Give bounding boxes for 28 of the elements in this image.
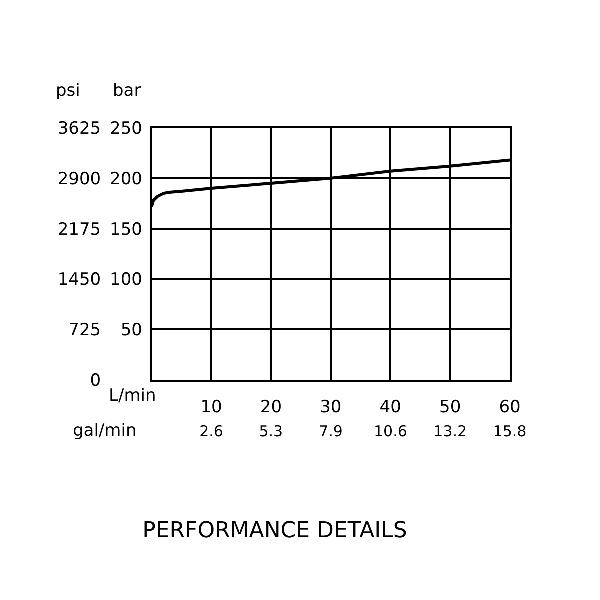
y-tick-label: 50 xyxy=(120,320,142,341)
y2-tick-label: 1450 xyxy=(58,270,102,290)
x-axis-title: L/min xyxy=(109,386,156,406)
y2-tick-label: 0 xyxy=(90,371,102,392)
x-tick-label: 30 xyxy=(320,398,342,418)
y-tick-label: 200 xyxy=(110,169,142,190)
y2-axis-title: psi xyxy=(56,81,80,101)
x-tick-label: 10 xyxy=(200,398,222,418)
y2-tick-label: 2175 xyxy=(58,220,102,240)
x-tick-label: 50 xyxy=(439,398,462,418)
x2-axis-title: gal/min xyxy=(73,421,137,441)
y-tick-label: 100 xyxy=(110,270,142,290)
x2-tick-label: 15.8 xyxy=(493,422,527,441)
x2-tick-label: 7.9 xyxy=(319,422,343,441)
y2-tick-label: 725 xyxy=(68,320,102,341)
x2-tick-label: 13.2 xyxy=(434,422,468,441)
x-tick-label: 40 xyxy=(380,398,402,418)
y2-tick-label: 2900 xyxy=(58,169,102,190)
y-axis-title: bar xyxy=(113,81,142,101)
x2-tick-label: 2.6 xyxy=(200,422,224,441)
y-tick-label: 250 xyxy=(110,118,142,139)
x2-tick-label: 5.3 xyxy=(259,422,284,441)
x2-tick-label: 10.6 xyxy=(374,422,408,441)
y2-tick-label: 3625 xyxy=(58,118,102,139)
y-tick-label: 150 xyxy=(110,220,142,240)
x-tick-label: 20 xyxy=(260,398,282,418)
x-tick-label: 60 xyxy=(499,398,521,418)
text: PERFORMANCE DETAILS xyxy=(142,518,408,544)
